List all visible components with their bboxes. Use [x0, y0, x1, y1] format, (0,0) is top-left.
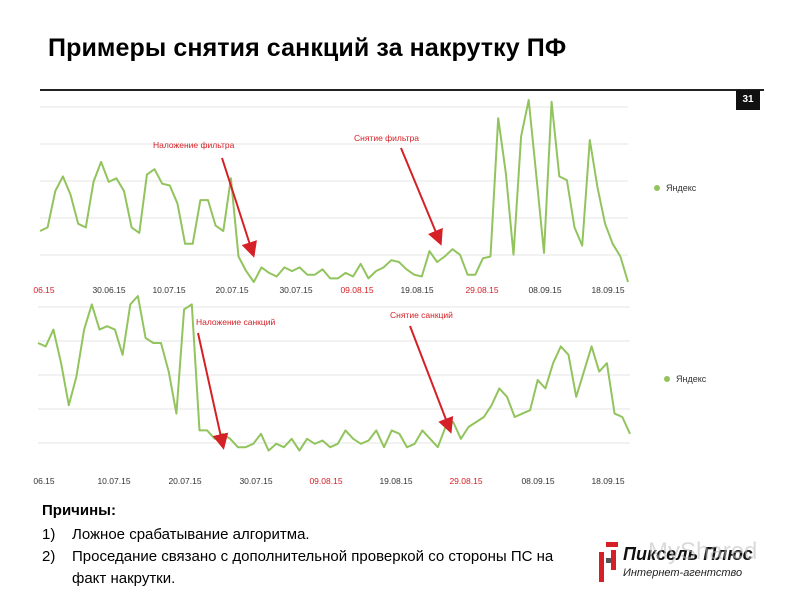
list-item: 2) Проседание связано с дополнительной п…	[42, 546, 562, 590]
logo-name: Пиксель Плюс	[623, 544, 753, 564]
reasons-list: 1) Ложное срабатывание алгоритма. 2) Про…	[42, 524, 562, 590]
annotation-label: Наложение фильтра	[153, 140, 235, 150]
x-tick-label: 29.08.15	[449, 476, 482, 486]
title-divider	[40, 89, 764, 91]
legend-label: Яндекс	[666, 183, 697, 193]
x-tick-label: 08.09.15	[528, 285, 561, 295]
x-tick-label: 20.07.15	[168, 476, 201, 486]
annotation-arrow	[409, 325, 454, 434]
legend-label: Яндекс	[676, 374, 707, 384]
x-tick-label: 30.07.15	[279, 285, 312, 295]
x-tick-label: 29.08.15	[465, 285, 498, 295]
list-item-number: 2)	[42, 548, 56, 565]
page-number-badge: 31	[736, 90, 760, 110]
x-tick-label: 18.09.15	[591, 476, 624, 486]
reasons-heading: Причины:	[42, 502, 116, 519]
x-tick-label: 06.15	[33, 285, 55, 295]
chart-top-legend: Яндекс	[654, 183, 696, 193]
x-tick-label: 10.07.15	[97, 476, 130, 486]
chart-bottom-legend: Яндекс	[664, 374, 706, 384]
list-item-number: 1)	[42, 526, 56, 543]
series-line	[37, 295, 631, 452]
annotation-arrow	[221, 157, 257, 258]
x-tick-label: 09.08.15	[309, 476, 342, 486]
chart-plot: 06.15 30.06.15 10.07.15 20.07.15 30.07.15 09.…	[33, 99, 629, 295]
x-tick-label: 19.08.15	[379, 476, 412, 486]
company-logo: Пиксель Плюс Интернет-агентство	[597, 538, 797, 588]
annotation-arrow	[197, 332, 229, 450]
x-tick-label: 18.09.15	[591, 285, 624, 295]
x-tick-label: 06.15	[33, 476, 55, 486]
watermark: MyShared	[648, 538, 758, 565]
list-item-text: Ложное срабатывание алгоритма.	[72, 526, 310, 543]
annotation-label: Снятие фильтра	[354, 133, 419, 143]
logo-subtitle: Интернет-агентство	[623, 567, 743, 579]
list-item: 1) Ложное срабатывание алгоритма.	[42, 524, 562, 546]
legend-dot-icon	[664, 376, 670, 382]
x-tick-label: 19.08.15	[400, 285, 433, 295]
annotation-label: Снятие санкций	[390, 310, 453, 320]
pixel-logo-icon	[599, 542, 618, 582]
page-title: Примеры снятия санкций за накрутку ПФ	[48, 34, 567, 62]
x-tick-label: 20.07.15	[215, 285, 248, 295]
x-tick-label: 30.07.15	[239, 476, 272, 486]
x-tick-label: 30.06.15	[92, 285, 125, 295]
chart-plot: 06.15 10.07.15 20.07.15 30.07.15 09.08.15 19.…	[33, 295, 631, 486]
annotation-arrow	[400, 147, 443, 246]
legend-dot-icon	[654, 185, 660, 191]
x-tick-label: 08.09.15	[521, 476, 554, 486]
reasons-block: Причины: 1) Ложное срабатывание алгоритм…	[42, 500, 562, 590]
series-line	[39, 99, 629, 283]
x-tick-label: 10.07.15	[152, 285, 185, 295]
x-tick-label: 09.08.15	[340, 285, 373, 295]
annotation-label: Наложение санкций	[196, 317, 276, 327]
list-item-text: Проседание связано с дополнительной пров…	[72, 548, 554, 587]
